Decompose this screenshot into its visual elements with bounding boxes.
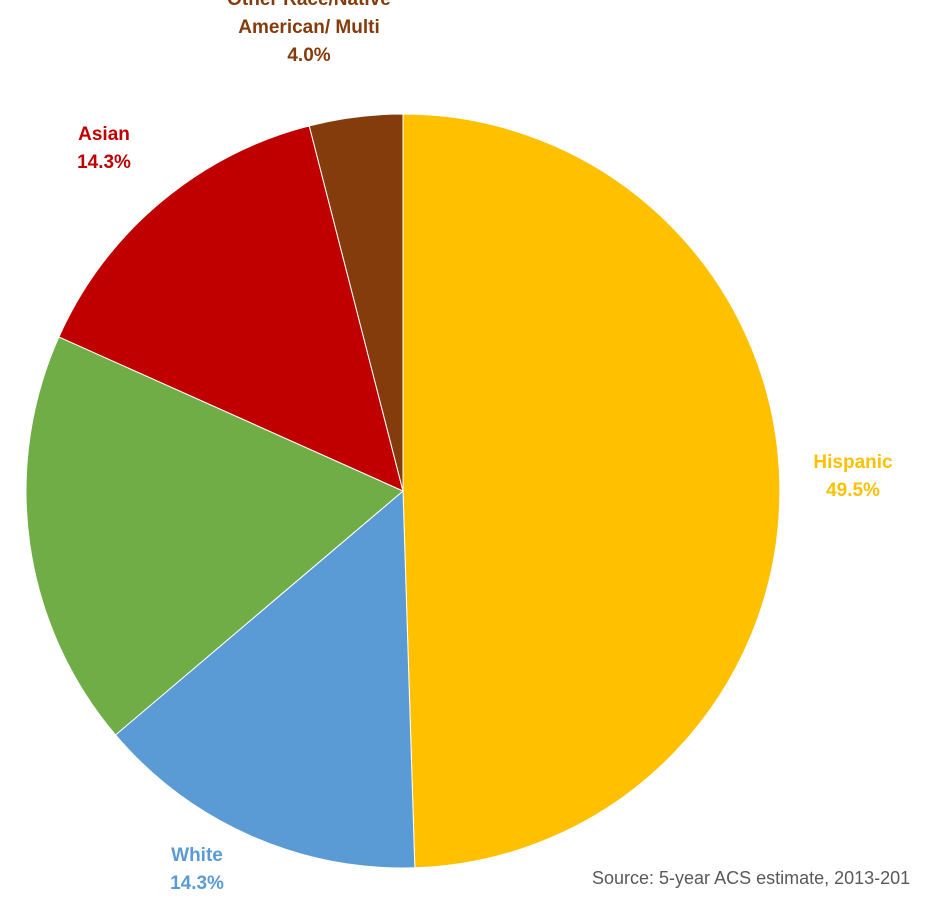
slice-name-label: Asian [78, 124, 130, 145]
pie-labels: Hispanic 49.5% White 14.3% Asian 14.3% Other R… [77, 0, 893, 894]
slice-name-label: White [171, 845, 223, 866]
pie-slices [25, 113, 781, 869]
slice-value-label: 49.5% [826, 480, 880, 501]
pie-slice-hispanic [402, 113, 781, 869]
slice-value-label: 4.0% [287, 45, 330, 66]
slice-value-label: 14.3% [77, 152, 131, 173]
pie-slice-other-race-native-american-multi [308, 113, 404, 492]
pie-slice-asian [58, 125, 404, 492]
slice-name-label: Hispanic [813, 452, 893, 473]
source-note: Source: 5-year ACS estimate, 2013-201 [592, 868, 911, 888]
pie-slice-white [114, 489, 416, 869]
slice-name-label: American/ Multi [238, 17, 379, 38]
slice-name-label: Other Race/Native [227, 0, 391, 10]
slice-value-label: 14.3% [170, 873, 224, 894]
pie-slice-unlabeled [25, 336, 404, 736]
